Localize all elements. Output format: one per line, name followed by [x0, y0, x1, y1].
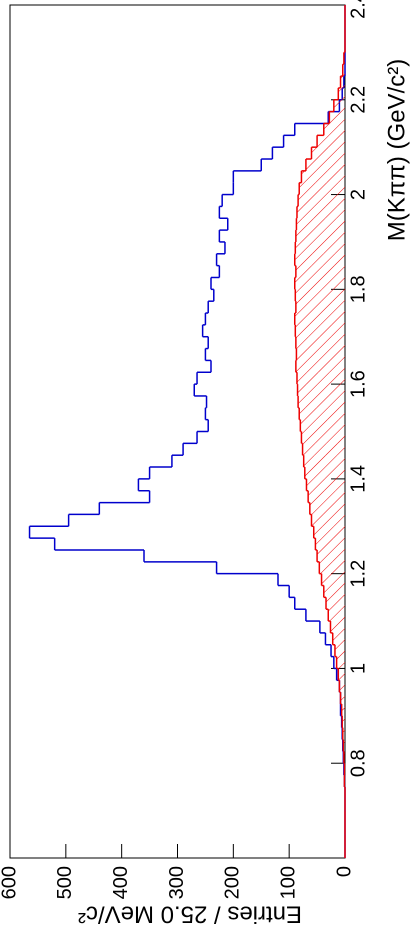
y-tick-label: 600	[0, 866, 20, 899]
hatch-area	[296, 218, 345, 231]
x-axis-title: M(Kππ) (GeV/c²)	[383, 59, 410, 241]
hatch-area	[295, 289, 345, 302]
hatch-area	[296, 206, 345, 219]
hatch-area	[315, 538, 345, 550]
x-tick-label: 0.8	[347, 749, 369, 777]
x-tick-label: 2	[347, 189, 369, 200]
hatch-area	[323, 585, 345, 598]
hatch-area	[334, 644, 345, 657]
hatch-area	[340, 692, 345, 704]
y-tick-label: 300	[166, 866, 188, 899]
hatch-area	[313, 526, 345, 539]
hatch-area	[297, 384, 345, 396]
hatch-area	[338, 87, 345, 100]
hatch-area	[308, 490, 345, 503]
hatch-area	[304, 467, 345, 479]
hatch-area	[329, 111, 345, 124]
hatch-area	[296, 348, 345, 361]
hatch-area	[311, 514, 345, 527]
hatch-area	[336, 656, 345, 669]
hatch-area	[294, 313, 345, 325]
hatch-area	[342, 727, 345, 740]
hatch-area	[340, 76, 345, 88]
hatch-area	[342, 715, 345, 728]
x-tick-label: 1.8	[347, 275, 369, 303]
hatch-area	[295, 360, 345, 373]
y-tick-label: 400	[110, 866, 132, 899]
hatch-area	[338, 668, 345, 681]
hatch-area	[300, 419, 345, 432]
hatch-area	[328, 609, 345, 622]
hatch-area	[294, 253, 345, 266]
hatch-area	[301, 431, 345, 444]
hatch-area	[295, 336, 345, 349]
x-tick-label: 1	[347, 663, 369, 674]
hatch-area	[339, 680, 345, 693]
hatch-area	[299, 182, 345, 195]
hatch-area	[298, 395, 345, 408]
hatch-area	[342, 64, 345, 77]
hatch-area	[306, 478, 345, 491]
hatch-area	[317, 549, 345, 562]
y-tick-label: 100	[277, 866, 299, 899]
hatch-area	[299, 407, 345, 420]
x-tick-label: 1.4	[347, 465, 369, 493]
x-tick-label: 2.4	[347, 0, 369, 19]
x-tick-label: 2.2	[347, 86, 369, 114]
hatch-area	[296, 372, 345, 385]
hatch-area	[343, 739, 345, 752]
hatch-area	[295, 241, 345, 254]
hatch-area	[311, 147, 345, 160]
hatch-area	[341, 703, 345, 716]
y-tick-label: 0	[333, 866, 355, 877]
hatch-area	[294, 277, 345, 290]
hatch-area	[309, 502, 345, 515]
hatch-area	[326, 597, 345, 610]
hatch-area	[302, 443, 345, 456]
hatch-area	[333, 99, 345, 112]
hatch-area	[332, 632, 345, 645]
y-tick-label: 200	[222, 866, 244, 899]
hatch-area	[298, 194, 345, 207]
hatch-area	[305, 159, 345, 171]
hatch-area	[323, 123, 345, 136]
x-tick-label: 1.6	[347, 370, 369, 398]
hatch-area	[301, 170, 345, 183]
hatch-area	[295, 265, 345, 278]
y-axis-title: Entries / 25.0 MeV/c²	[78, 901, 302, 928]
x-tick-label: 1.2	[347, 560, 369, 588]
hatch-area	[295, 230, 345, 242]
hatch-area	[295, 324, 345, 337]
hatch-area	[295, 301, 345, 314]
y-tick-label: 500	[54, 866, 76, 899]
hatch-area	[330, 621, 345, 633]
hatch-area	[321, 573, 345, 586]
hatch-area	[319, 561, 345, 574]
hatch-area	[317, 135, 345, 148]
hatch-area	[303, 455, 345, 468]
